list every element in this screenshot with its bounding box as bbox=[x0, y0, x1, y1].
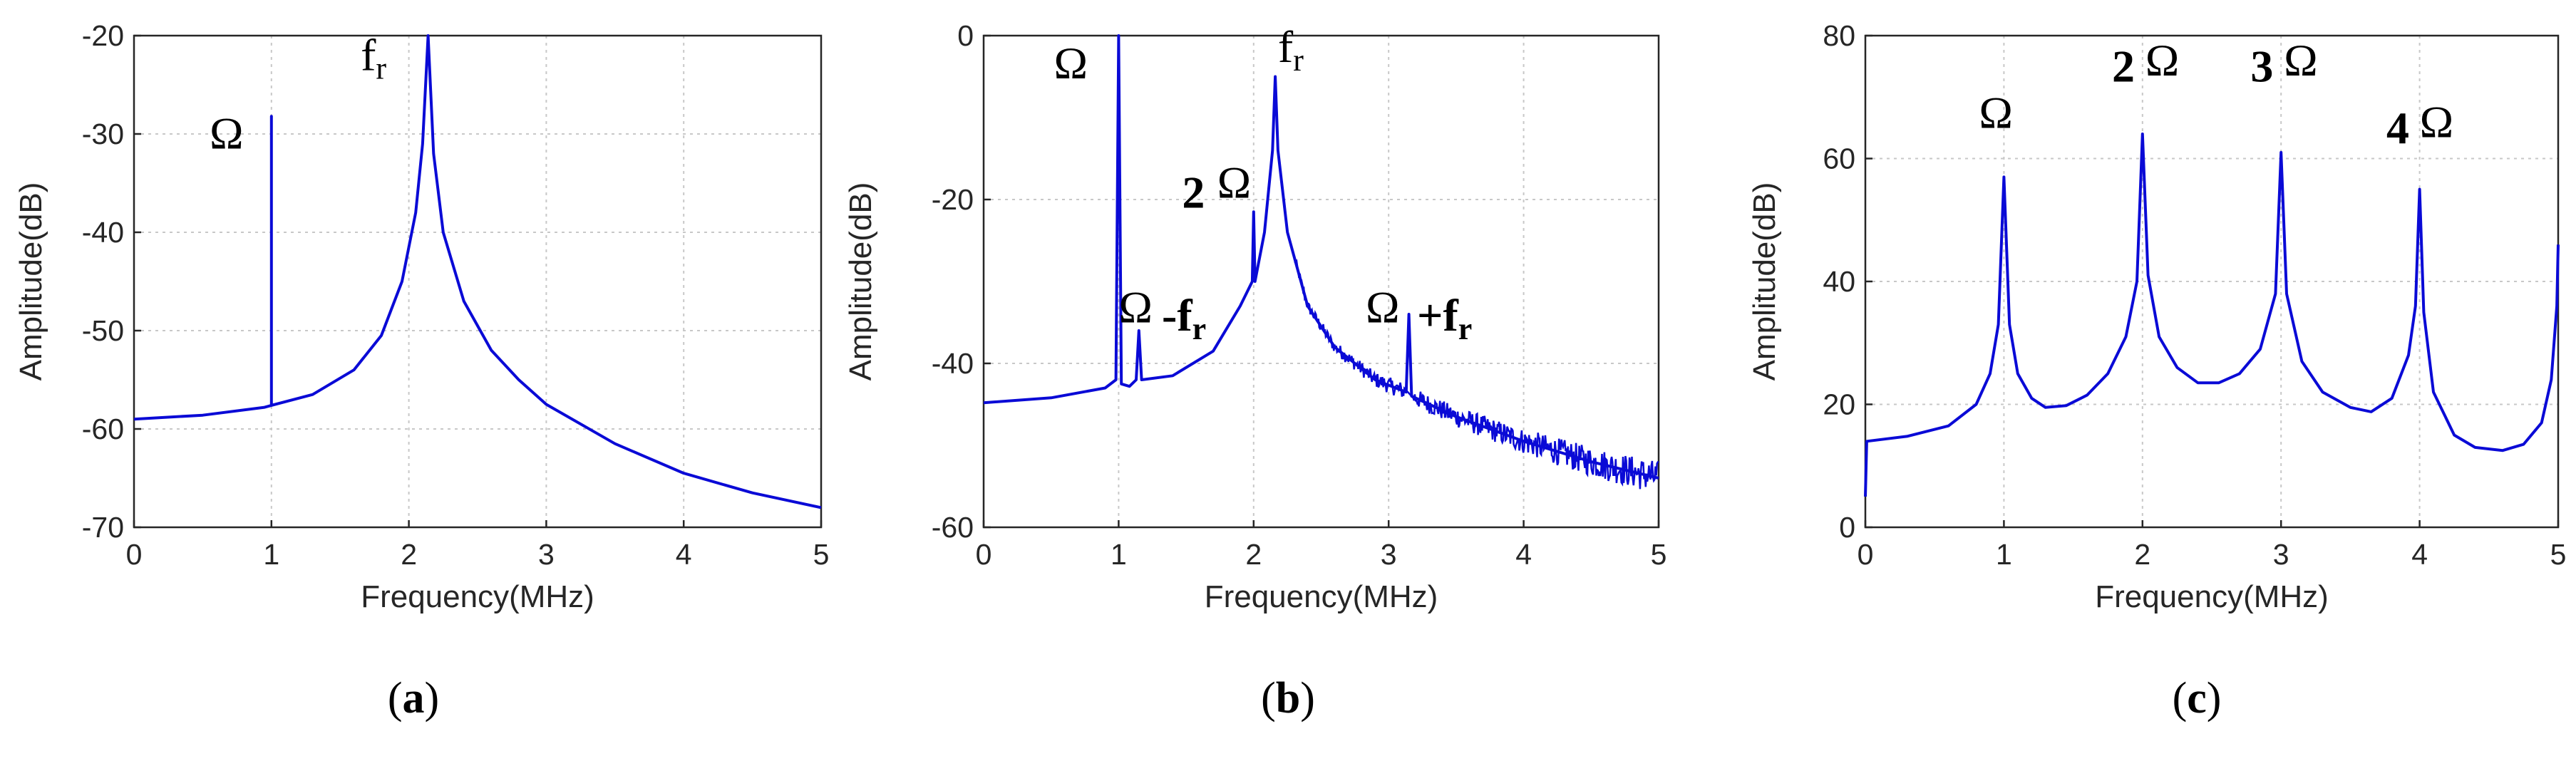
x-tick-label: 3 bbox=[1381, 538, 1397, 571]
series-line bbox=[133, 34, 822, 509]
x-tick-label: 4 bbox=[676, 538, 692, 571]
annotation-label: 4 bbox=[2386, 103, 2409, 153]
y-tick-label: 60 bbox=[1823, 143, 1855, 175]
annotation-label: -fr bbox=[1162, 290, 1206, 346]
annotation-label: Ω bbox=[1366, 282, 1400, 333]
x-tick-label: 1 bbox=[1111, 538, 1127, 571]
annotation-label: Ω bbox=[210, 108, 244, 159]
y-tick-label: -60 bbox=[82, 413, 124, 445]
series-line bbox=[983, 34, 1659, 480]
axes-box bbox=[1864, 34, 2560, 529]
x-tick-label: 4 bbox=[1515, 538, 1532, 571]
y-tick-label: -40 bbox=[932, 347, 974, 380]
y-tick-label: 40 bbox=[1823, 265, 1855, 298]
panel-label: (a) bbox=[388, 674, 439, 723]
x-tick-label: 4 bbox=[2411, 538, 2428, 571]
x-tick-label: 0 bbox=[126, 538, 143, 571]
y-tick-label: -60 bbox=[932, 511, 974, 544]
panel-label: (c) bbox=[2173, 674, 2222, 723]
y-tick-label: -40 bbox=[82, 216, 124, 249]
x-tick-label: 1 bbox=[1996, 538, 2012, 571]
annotation-label: fr bbox=[1278, 21, 1304, 78]
y-axis-label: Amplitude(dB) bbox=[1747, 182, 1782, 381]
annotation-label: Ω bbox=[1118, 282, 1153, 333]
x-tick-label: 2 bbox=[1245, 538, 1262, 571]
y-tick-label: -20 bbox=[932, 183, 974, 216]
chart-panel-3: 0 1 2 3 4 5 0 20 40 60 80 Frequency(MHz) Amplitude(d… bbox=[1747, 19, 2566, 723]
annotation-label: Ω bbox=[2420, 96, 2454, 147]
x-tick-label: 2 bbox=[2134, 538, 2150, 571]
x-tick-label: 0 bbox=[1858, 538, 1874, 571]
annotation-label: Ω bbox=[1979, 87, 2013, 138]
x-tick-label: 5 bbox=[1651, 538, 1667, 571]
axes-box bbox=[133, 34, 823, 529]
x-axis-label: Frequency(MHz) bbox=[361, 579, 594, 614]
annotation-label: 3 bbox=[2250, 41, 2273, 92]
chart-panel-2: 0 1 2 3 4 5 -60 -40 -20 0 Frequency(MHz) Amplitude(… bbox=[843, 19, 1666, 723]
series-line bbox=[1864, 133, 2560, 497]
x-tick-label: 2 bbox=[401, 538, 417, 571]
axes-box bbox=[982, 34, 1660, 529]
annotation-label: 2 bbox=[1182, 167, 1205, 218]
x-tick-label: 0 bbox=[976, 538, 992, 571]
y-tick-label: -20 bbox=[82, 19, 124, 52]
annotation-label: Ω bbox=[1053, 38, 1088, 88]
y-tick-label: -70 bbox=[82, 511, 124, 544]
y-tick-label: 0 bbox=[1839, 511, 1855, 544]
x-tick-label: 3 bbox=[2273, 538, 2289, 571]
x-tick-label: 3 bbox=[538, 538, 555, 571]
y-tick-label: -30 bbox=[82, 118, 124, 150]
annotation-label: Ω bbox=[2145, 35, 2180, 86]
y-tick-label: 0 bbox=[957, 19, 974, 52]
annotation-label: Ω bbox=[2284, 35, 2318, 86]
y-axis-label: Amplitude(dB) bbox=[14, 182, 48, 381]
annotation-label: Ω bbox=[1217, 157, 1252, 208]
x-tick-label: 5 bbox=[2550, 538, 2567, 571]
annotation-label: +fr bbox=[1417, 290, 1472, 346]
x-axis-label: Frequency(MHz) bbox=[2095, 579, 2329, 614]
y-axis-label: Amplitude(dB) bbox=[843, 182, 878, 381]
x-tick-label: 5 bbox=[813, 538, 830, 571]
x-tick-label: 1 bbox=[263, 538, 279, 571]
y-tick-label: 20 bbox=[1823, 388, 1855, 421]
y-tick-label: -50 bbox=[82, 314, 124, 347]
annotation-label: fr bbox=[361, 29, 386, 86]
x-axis-label: Frequency(MHz) bbox=[1205, 579, 1438, 614]
panel-label: (b) bbox=[1261, 674, 1315, 723]
annotation-label: 2 bbox=[2112, 41, 2135, 92]
series-noise bbox=[1293, 255, 1659, 490]
y-tick-label: 80 bbox=[1823, 19, 1855, 52]
chart-panel-1: 0 1 2 3 4 5 -70 -60 -50 -40 -30 -20 Frequency(MHz) Am… bbox=[14, 19, 829, 723]
